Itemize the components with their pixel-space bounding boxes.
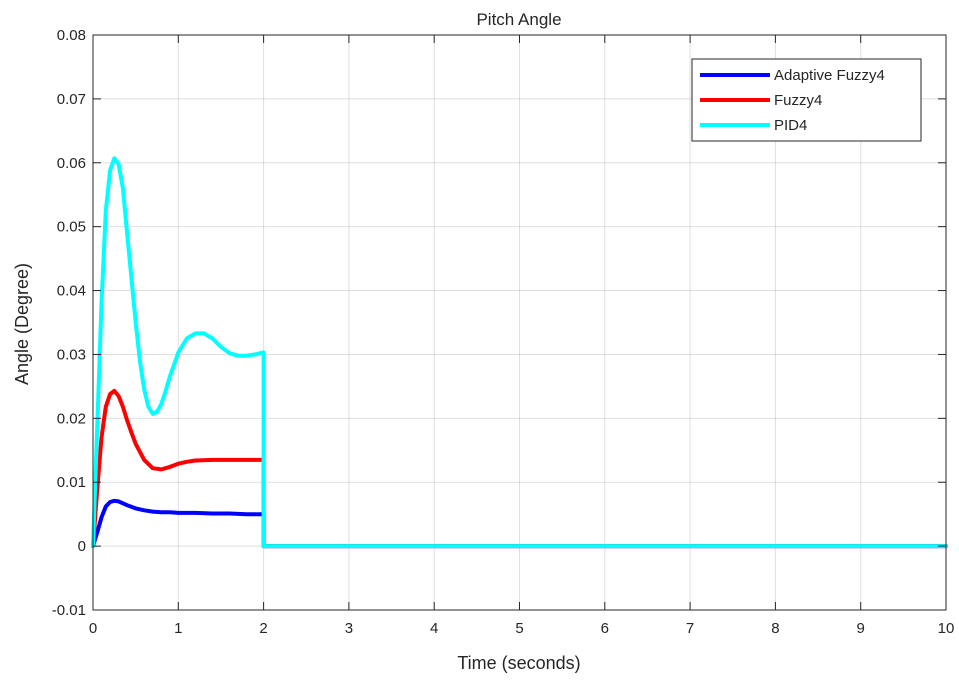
x-tick-label: 4 bbox=[430, 620, 438, 637]
x-tick-label: 1 bbox=[174, 620, 182, 637]
legend-item-adaptive-fuzzy4[interactable]: Adaptive Fuzzy4 bbox=[700, 67, 885, 84]
y-tick-label: 0 bbox=[78, 538, 86, 555]
y-tick-label: 0.05 bbox=[57, 219, 86, 236]
legend-label: PID4 bbox=[774, 117, 807, 134]
tick-marks bbox=[92, 34, 947, 611]
y-tick-label: 0.08 bbox=[57, 27, 86, 44]
y-tick-label: 0.02 bbox=[57, 410, 86, 427]
x-tick-label: 9 bbox=[857, 620, 865, 637]
x-tick-label: 2 bbox=[259, 620, 267, 637]
y-tick-label: 0.07 bbox=[57, 91, 86, 108]
y-tick-label: 0.03 bbox=[57, 346, 86, 363]
y-tick-labels: -0.01 0 0.01 0.02 0.03 0.04 0.05 0.06 0.07 0.08 bbox=[52, 27, 86, 619]
y-axis-title: Angle (Degree) bbox=[12, 263, 32, 385]
x-tick-label: 8 bbox=[771, 620, 779, 637]
series-line-adaptive-fuzzy4 bbox=[91, 498, 948, 549]
x-tick-label: 3 bbox=[345, 620, 353, 637]
chart-title: Pitch Angle bbox=[476, 10, 561, 29]
legend[interactable]: Adaptive Fuzzy4 Fuzzy4 PID4 bbox=[691, 58, 922, 142]
legend-label: Adaptive Fuzzy4 bbox=[774, 67, 885, 84]
x-axis-title: Time (seconds) bbox=[457, 653, 580, 673]
x-tick-label: 10 bbox=[938, 620, 955, 637]
y-tick-label: 0.06 bbox=[57, 155, 86, 172]
x-tick-label: 7 bbox=[686, 620, 694, 637]
series-line-pid4 bbox=[91, 156, 948, 549]
y-tick-label: 0.01 bbox=[57, 474, 86, 491]
x-tick-label: 6 bbox=[601, 620, 609, 637]
x-tick-label: 0 bbox=[89, 620, 97, 637]
data-series bbox=[91, 156, 948, 549]
legend-item-fuzzy4[interactable]: Fuzzy4 bbox=[700, 92, 822, 109]
y-tick-label: 0.04 bbox=[57, 283, 86, 300]
x-tick-label: 5 bbox=[515, 620, 523, 637]
legend-label: Fuzzy4 bbox=[774, 92, 822, 109]
legend-item-pid4[interactable]: PID4 bbox=[700, 117, 807, 134]
x-tick-labels: 0 1 2 3 4 5 6 7 8 9 10 bbox=[89, 620, 955, 637]
y-tick-label: -0.01 bbox=[52, 602, 86, 619]
series-line-fuzzy4 bbox=[91, 388, 948, 549]
